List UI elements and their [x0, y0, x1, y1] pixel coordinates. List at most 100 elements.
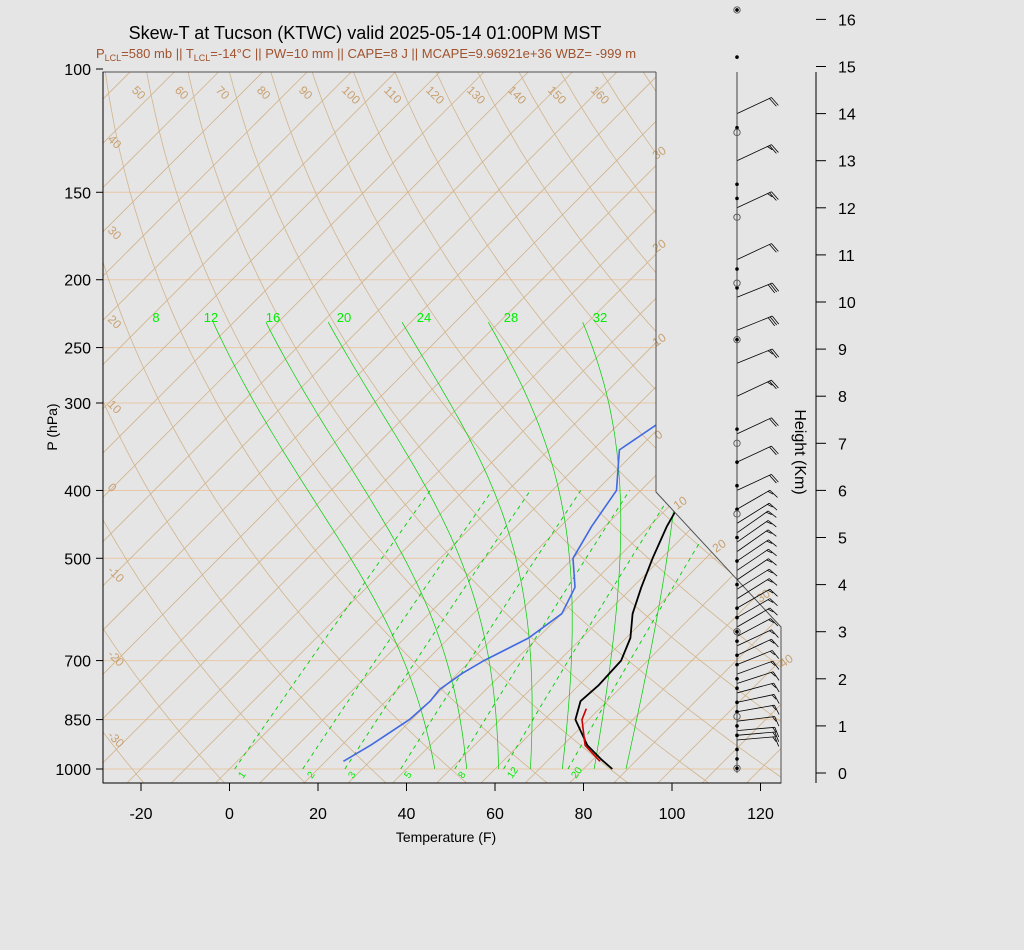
- barb-flag: [767, 490, 774, 495]
- right-temp-label: 30: [650, 143, 669, 162]
- isotherm-label: 160: [588, 83, 612, 107]
- barb-flag: [767, 193, 773, 198]
- barb-flag: [769, 630, 775, 635]
- barb-flag: [769, 418, 777, 427]
- subtitle-text: =-14°C || PW=10 mm || CAPE=8 J || MCAPE=…: [210, 46, 636, 61]
- dry-adiabat-line: [682, 72, 781, 783]
- height-circle: [733, 510, 741, 518]
- height-dot: [735, 535, 739, 540]
- dry-adiabat-line: [103, 72, 468, 783]
- wind-barb: [736, 607, 778, 628]
- barb-flag: [766, 530, 772, 534]
- subtitle-subscript: LCL: [105, 53, 122, 63]
- y-tick-label: 850: [64, 713, 91, 730]
- y-tick-label: 700: [64, 654, 91, 671]
- wind-barb: [736, 650, 780, 666]
- barb-staff: [736, 315, 773, 331]
- barb-flag: [771, 705, 777, 711]
- barb-flag: [771, 694, 777, 700]
- height-circle: [733, 336, 741, 344]
- height-tick-label: 14: [838, 107, 856, 124]
- mixing-ratio-label: 8: [456, 769, 468, 780]
- barb-staff: [736, 97, 772, 114]
- barb-flag: [769, 192, 777, 201]
- chart-title: Skew-T at Tucson (KTWC) valid 2025-05-14…: [129, 23, 602, 43]
- barb-flag: [771, 379, 779, 389]
- background-labels: 50 60 70 80 90 100 110 120 130 140 150 160403020100…: [105, 83, 796, 751]
- wind-barb: [736, 473, 779, 491]
- x-tick-label: 80: [575, 806, 593, 823]
- mixing-ratio-line: [344, 490, 531, 770]
- y-tick-label: 300: [64, 396, 91, 413]
- wind-barb: [736, 598, 778, 618]
- height-tick-label: 15: [838, 60, 856, 77]
- isotherm-line: [153, 72, 781, 783]
- wind-barb: [736, 716, 780, 727]
- barb-staff: [736, 660, 773, 675]
- height-dot: [735, 55, 739, 59]
- x-tick-label: 0: [225, 806, 234, 823]
- height-dot: [735, 629, 739, 634]
- dry-adiabat-line: [434, 72, 781, 783]
- barb-staff: [736, 548, 769, 571]
- barb-staff: [736, 489, 771, 510]
- wind-barb: [736, 510, 777, 534]
- barb-flag: [771, 348, 780, 358]
- dry-adiabat-line: [104, 72, 549, 783]
- barb-flag: [769, 349, 778, 359]
- mixing-ratio-lines: [212, 322, 732, 770]
- wind-barb: [736, 502, 778, 524]
- dry-adiabat-line: [517, 72, 781, 783]
- height-dot: [735, 182, 739, 187]
- height-tick-label: 12: [838, 201, 856, 218]
- wind-barb: [736, 445, 779, 463]
- barb-flag: [768, 578, 778, 586]
- wind-barb: [736, 638, 779, 656]
- barb-flag: [769, 607, 778, 616]
- barb-staff: [736, 650, 773, 666]
- adiabat-label: 10: [105, 397, 125, 417]
- right-temp-label: 40: [777, 651, 796, 670]
- subtitle-part: P: [96, 46, 105, 61]
- x-tick-label: 20: [309, 806, 327, 823]
- mixing-ratio-label: 2: [305, 769, 317, 780]
- moist-adiabat-label: 32: [593, 310, 607, 325]
- barb-flag: [774, 716, 780, 727]
- mixing-ratio-label: 1: [236, 769, 248, 780]
- barb-flag: [771, 97, 779, 106]
- wind-barb: [736, 731, 780, 742]
- moist-adiabat-label: 12: [204, 310, 218, 325]
- wind-barb: [736, 243, 779, 260]
- isotherm-line: [103, 72, 561, 783]
- x-tick-label: 40: [398, 806, 416, 823]
- moist-adiabat-line: [487, 322, 573, 770]
- isotherm-line: [862, 40, 1024, 800]
- dry-adiabat-line: [310, 72, 781, 783]
- dry-adiabat-line: [599, 72, 781, 783]
- height-tick-label: 4: [838, 578, 847, 595]
- height-dot: [735, 125, 739, 130]
- dry-adiabat-line: [228, 72, 781, 783]
- dry-adiabat-line: [187, 72, 711, 783]
- x-tick-label: 100: [659, 806, 686, 823]
- barb-staff: [736, 704, 775, 713]
- wind-barb: [736, 578, 778, 600]
- barb-flag: [772, 731, 777, 738]
- isotherm-line: [0, 40, 74, 800]
- barb-flag: [771, 445, 779, 455]
- y-tick-label: 250: [64, 341, 91, 358]
- barb-flag: [771, 474, 779, 483]
- barb-staff: [736, 578, 770, 600]
- barb-flag: [767, 350, 774, 355]
- isotherm-line: [103, 72, 296, 783]
- barb-staff: [736, 558, 769, 581]
- barb-flag: [771, 282, 780, 292]
- barb-flag: [768, 539, 777, 547]
- dry-adiabat-line: [103, 72, 226, 783]
- isotherm-line: [103, 72, 650, 783]
- barb-flag: [774, 704, 780, 715]
- barb-staff: [736, 379, 772, 397]
- mixing-ratio-line: [302, 490, 493, 770]
- barb-staff: [736, 191, 772, 209]
- isotherm-label: 80: [254, 83, 274, 103]
